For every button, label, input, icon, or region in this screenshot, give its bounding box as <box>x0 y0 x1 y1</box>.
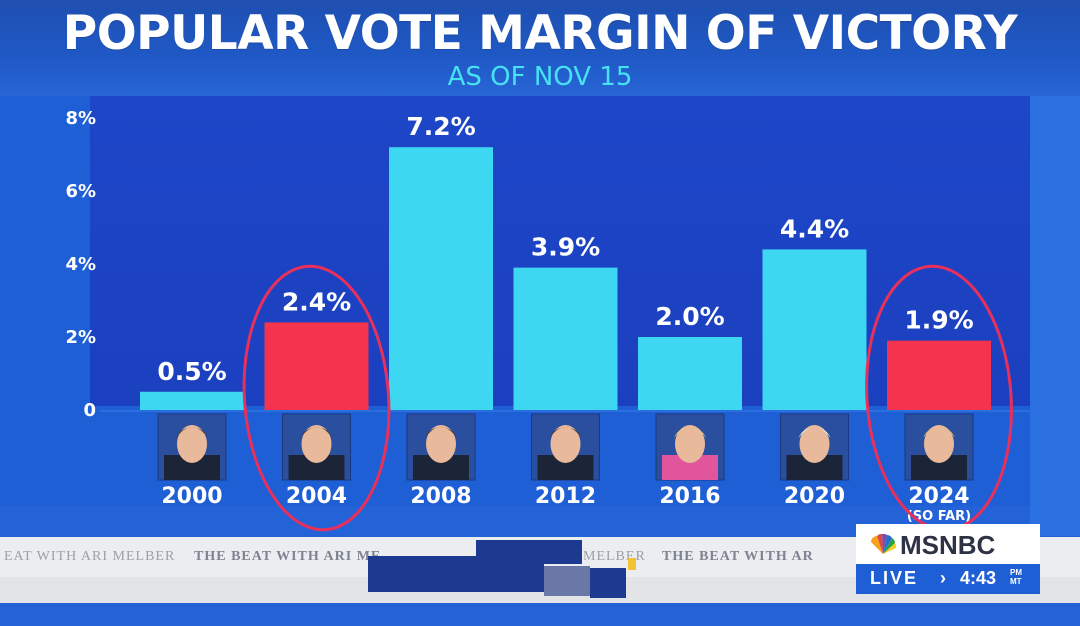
peacock-icon <box>871 534 897 554</box>
portrait-face <box>675 425 705 463</box>
bar-chart: 0 2% 4% 6% 8% 0.5% 2000 2.4% 2004 7.2% 2008 3.9% 201… <box>65 108 1030 532</box>
portrait-hair <box>674 427 706 438</box>
live-bug: LIVE › 4:43 PM MT <box>856 564 1040 594</box>
live-label: LIVE <box>870 568 919 588</box>
logo-text: MSNBC <box>900 530 996 560</box>
year-label: 2020 <box>784 484 845 509</box>
live-time: 4:43 <box>960 568 997 588</box>
portrait-face <box>426 425 456 463</box>
portrait-face <box>177 425 207 463</box>
bar <box>513 267 618 410</box>
portrait-hair <box>425 427 457 438</box>
portrait-face <box>799 425 830 463</box>
data-label: 0.5% <box>157 357 226 386</box>
bar <box>389 147 493 410</box>
y-tick-label: 0 <box>83 400 96 421</box>
data-label: 7.2% <box>406 112 475 141</box>
year-label: 2012 <box>535 484 596 509</box>
ticker-item: THE BEAT WITH AR <box>662 549 814 564</box>
data-label: 2.0% <box>655 302 724 331</box>
year-label: 2000 <box>161 484 222 509</box>
data-label: 4.4% <box>780 214 849 243</box>
chevron-right-icon: › <box>940 568 946 588</box>
portrait-face <box>550 425 581 463</box>
time-ampm: PM <box>1010 568 1022 577</box>
ticker-item: THE BEAT WITH ARI ME <box>194 549 382 564</box>
portrait-hair <box>549 427 582 438</box>
portrait-face <box>924 425 954 463</box>
bar <box>264 322 369 410</box>
chart-subtitle: AS OF NOV 15 <box>447 62 633 92</box>
portrait-face <box>301 425 332 463</box>
header-band: POPULAR VOTE MARGIN OF VICTORY AS OF NOV… <box>0 0 1080 96</box>
year-label: 2024 <box>908 484 969 509</box>
y-tick-label: 4% <box>65 254 96 275</box>
redaction-block <box>590 568 626 598</box>
portrait-hair <box>923 427 955 438</box>
year-label: 2016 <box>659 484 720 509</box>
y-tick-label: 8% <box>65 108 96 129</box>
highlight-circle <box>242 264 391 532</box>
data-label: 1.9% <box>904 306 973 335</box>
ticker-item: MELBER <box>583 549 646 564</box>
data-label: 2.4% <box>282 287 351 316</box>
bar <box>887 340 991 410</box>
year-label: 2004 <box>286 484 347 509</box>
portrait-hair <box>798 427 831 438</box>
portrait-hair <box>300 427 333 438</box>
time-zone: MT <box>1010 577 1022 586</box>
network-logo: MSNBC <box>856 524 1040 564</box>
data-label: 3.9% <box>531 233 600 262</box>
bar <box>762 249 867 410</box>
panel-edge <box>1030 96 1080 536</box>
redaction-block <box>544 566 590 596</box>
year-note: (SO FAR) <box>907 509 971 524</box>
chart-title: POPULAR VOTE MARGIN OF VICTORY <box>62 6 1018 61</box>
redaction-block <box>628 558 636 570</box>
portrait-hair <box>176 427 208 438</box>
ticker-item: EAT WITH ARI MELBER <box>4 549 176 564</box>
y-tick-label: 2% <box>65 327 96 348</box>
bar <box>638 337 742 410</box>
year-label: 2008 <box>410 484 471 509</box>
y-tick-label: 6% <box>65 181 96 202</box>
bar <box>140 391 244 410</box>
redaction-block <box>368 556 544 592</box>
